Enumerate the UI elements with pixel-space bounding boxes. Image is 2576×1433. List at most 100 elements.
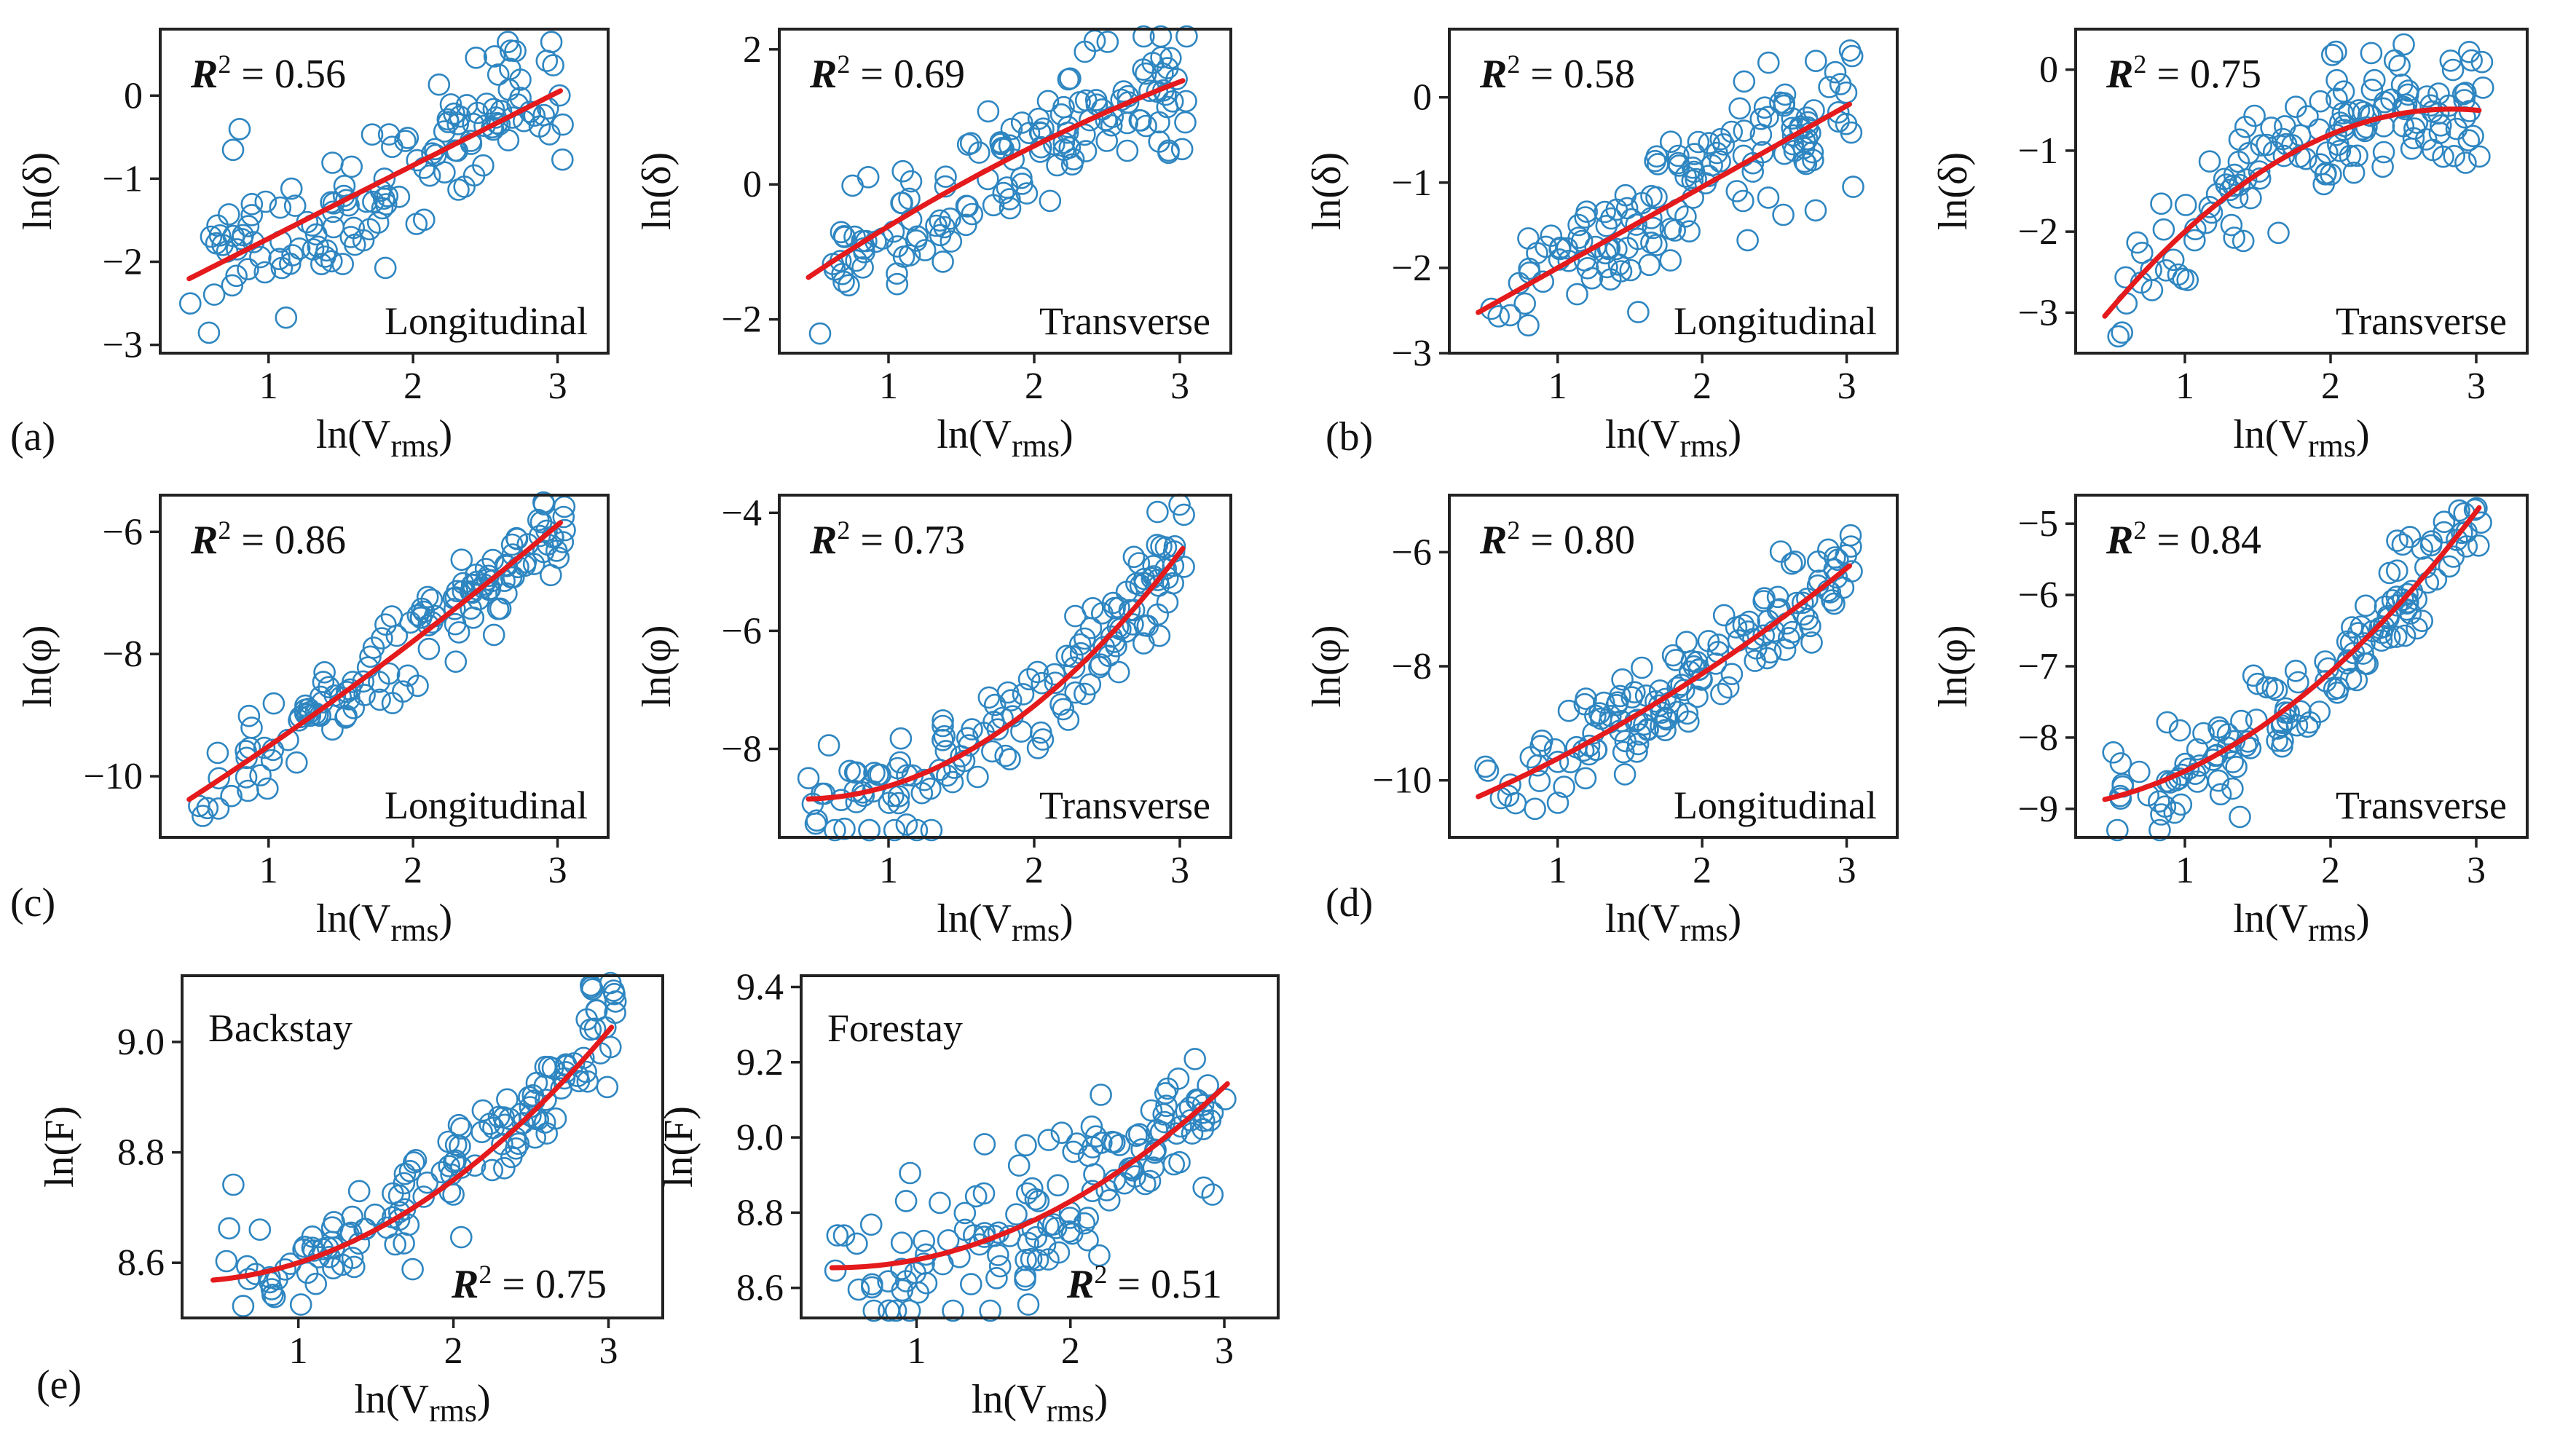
scatter-point <box>2189 754 2211 777</box>
scatter-point <box>1081 1180 1104 1202</box>
scatter-point <box>2454 82 2477 104</box>
scatter-point <box>1659 217 1682 240</box>
scatter-point <box>955 194 978 218</box>
scatter-point <box>374 193 398 216</box>
scatter-point <box>1676 702 1699 725</box>
scatter-point <box>2287 671 2309 694</box>
scatter-point <box>2267 221 2290 245</box>
r2-value: = 0.86 <box>231 518 346 563</box>
scatter-point <box>371 627 393 650</box>
x-tick-label: 2 <box>1025 366 1044 407</box>
scatter-point <box>822 253 845 275</box>
scatter-point <box>262 692 285 715</box>
scatter-point <box>1757 51 1780 74</box>
x-axis-title-sub: rms <box>1047 1393 1095 1429</box>
scatter-point <box>999 689 1023 712</box>
scatter-point <box>1036 90 1060 113</box>
x-axis-title-sub: rms <box>1680 428 1728 464</box>
scatter-point <box>1645 186 1668 209</box>
scatter-point <box>2372 141 2395 164</box>
x-axis-title-main: ln(V <box>1605 412 1680 457</box>
scatter-point <box>1661 644 1685 667</box>
scatter-point <box>347 1180 371 1203</box>
scatter-point <box>1049 103 1073 126</box>
scatter-point <box>1733 119 1756 142</box>
scatter-point <box>222 1173 245 1196</box>
scatter-point <box>1183 1048 1206 1070</box>
scatter-point <box>1524 797 1546 821</box>
scatter-point <box>1476 759 1500 782</box>
scatter-point <box>237 258 259 281</box>
y-tick-label: −6 <box>722 610 762 652</box>
scatter-point <box>1682 160 1706 183</box>
scatter-point <box>856 166 880 189</box>
scatter-points <box>2107 33 2494 348</box>
scatter-point <box>2205 743 2229 767</box>
scatter-point <box>889 727 913 750</box>
scatter-point <box>527 508 550 532</box>
scatter-point <box>371 197 394 220</box>
scatter-point <box>2225 756 2248 778</box>
scatter-point <box>1666 676 1689 699</box>
x-axis-title: ln(Vrms) <box>2233 412 2369 464</box>
y-axis-title: ln(φ) <box>1304 625 1350 707</box>
scatter-point <box>197 321 221 344</box>
scatter-point <box>2363 68 2386 92</box>
scatter-point <box>2342 161 2366 184</box>
x-tick-label: 1 <box>879 850 898 891</box>
chart-e-back: 1 2 38.68.89.0ln(Vrms)ln(F)R2 = 0.75Backst… <box>37 971 664 1429</box>
scatter-point <box>1052 698 1075 721</box>
scatter-point <box>444 612 467 636</box>
series-label: Backstay <box>208 1006 352 1050</box>
y-tick-label: −8 <box>1392 646 1432 687</box>
scatter-point <box>1181 1122 1204 1145</box>
scatter-point <box>1553 775 1575 798</box>
scatter-point <box>525 1071 548 1094</box>
scatter-point <box>2167 263 2190 286</box>
scatter-point <box>977 686 1001 709</box>
scatter-point <box>851 256 874 279</box>
scatter-point <box>1566 283 1588 306</box>
scatter-point <box>2274 115 2296 138</box>
scatter-point <box>1046 154 1068 177</box>
scatter-point <box>2140 258 2162 282</box>
chart-c-long: 1 2 3−10−8−6ln(Vrms)ln(φ)R2 = 0.86Longitud… <box>15 491 610 948</box>
scatter-point <box>381 135 403 158</box>
scatter-point <box>497 129 520 151</box>
scatter-point <box>1170 138 1194 161</box>
scatter-point <box>1594 200 1616 224</box>
scatter-point <box>2448 499 2470 522</box>
x-tick-label: 2 <box>403 366 422 407</box>
scatter-point <box>248 1218 272 1241</box>
scatter-point <box>2463 498 2486 521</box>
scatter-point <box>505 527 529 550</box>
scatter-point <box>478 1113 501 1135</box>
scatter-point <box>443 597 466 620</box>
scatter-point <box>2438 555 2461 578</box>
r2-exponent: 2 <box>218 50 231 79</box>
y-tick-label: 9.2 <box>736 1042 784 1083</box>
scatter-point <box>2468 145 2491 168</box>
scatter-point <box>333 175 356 197</box>
scatter-point <box>2272 127 2294 151</box>
scatter-point <box>1050 1121 1074 1144</box>
plot-frame <box>2074 28 2529 355</box>
scatter-point <box>268 248 291 271</box>
scatter-point <box>363 1203 387 1226</box>
scatter-point <box>955 213 977 237</box>
scatter-point <box>444 650 468 674</box>
scatter-point <box>1659 249 1682 272</box>
scatter-point <box>929 1191 951 1215</box>
scatter-point <box>797 767 820 789</box>
r2-exponent: 2 <box>218 516 231 545</box>
scatter-point <box>505 1137 527 1160</box>
y-tick-label: 8.6 <box>736 1268 784 1309</box>
scatter-point <box>2430 114 2452 137</box>
scatter-point <box>2246 672 2269 695</box>
scatter-point <box>2198 195 2221 218</box>
scatter-point <box>235 746 258 770</box>
scatter-point <box>2325 68 2348 92</box>
scatter-point <box>2411 609 2433 633</box>
